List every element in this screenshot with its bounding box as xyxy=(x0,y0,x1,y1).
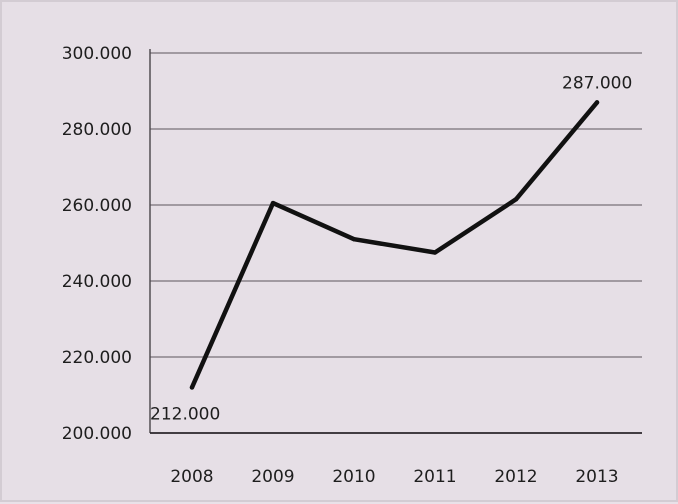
data-point-2010 xyxy=(351,237,357,242)
y-tick-label: 300.000 xyxy=(62,44,132,64)
y-tick-label: 260.000 xyxy=(62,196,132,216)
y-tick-label: 220.000 xyxy=(62,348,132,368)
x-tick-label: 2012 xyxy=(494,467,537,487)
y-tick-label: 280.000 xyxy=(62,120,132,140)
x-tick-label: 2013 xyxy=(575,467,618,487)
x-tick-label: 2008 xyxy=(170,467,213,487)
x-tick-label: 2010 xyxy=(332,467,375,487)
data-point-2013 xyxy=(594,100,600,105)
data-point-2009 xyxy=(270,200,276,206)
data-point-2011 xyxy=(432,250,438,255)
series-line xyxy=(189,100,600,390)
x-tick-label: 2011 xyxy=(413,467,456,487)
series-group xyxy=(189,100,600,390)
data-point-2012 xyxy=(513,197,519,202)
data-point-2008 xyxy=(189,385,195,390)
data-label: 212.000 xyxy=(150,404,220,424)
data-labels: 212.000 287.000 xyxy=(150,73,632,424)
axes xyxy=(149,49,642,434)
y-tick-labels: 200.000 220.000 240.000 260.000 280.000 300.0… xyxy=(62,44,132,444)
y-tick-label: 240.000 xyxy=(62,272,132,292)
y-tick-label: 200.000 xyxy=(62,424,132,444)
data-label: 287.000 xyxy=(562,73,632,93)
x-tick-label: 2009 xyxy=(251,467,294,487)
x-tick-labels: 2008 2009 2010 2011 2012 2013 xyxy=(170,467,618,487)
gridlines xyxy=(150,52,642,358)
